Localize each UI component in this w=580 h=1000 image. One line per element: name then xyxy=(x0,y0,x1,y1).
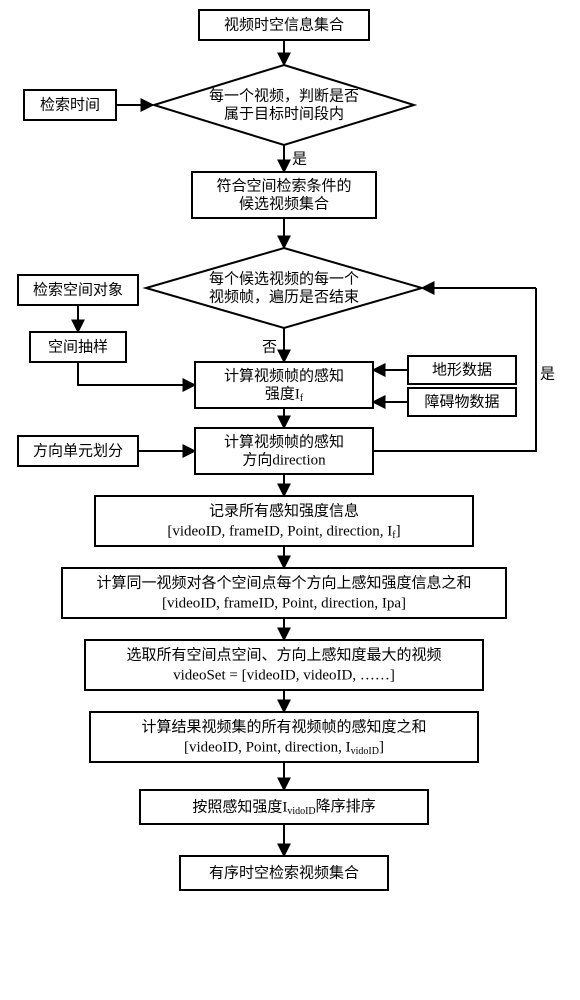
node-sample-label: 空间抽样 xyxy=(48,338,108,355)
node-dec2-l2: 视频帧，遍历是否结束 xyxy=(209,288,359,305)
edge-dec2-yes-label: 是 xyxy=(540,366,555,382)
node-sum-l1: 计算同一视频对各个空间点每个方向上感知强度信息之和 xyxy=(96,573,471,591)
node-record-l2: [videoID, frameID, Point, direction, If] xyxy=(167,523,400,541)
node-dirsplit-label: 方向单元划分 xyxy=(33,442,123,459)
node-sum-l2: [videoID, frameID, Point, direction, Ipa… xyxy=(162,595,406,611)
flowchart-canvas: 视频时空信息集合 每一个视频，判断是否 属于目标时间段内 检索时间 是 符合空间… xyxy=(0,0,580,1000)
node-obj-in-label: 检索空间对象 xyxy=(33,281,123,298)
node-select-l2: videoSet = [videoID, videoID, ……] xyxy=(173,667,395,683)
node-calcDir-l1: 计算视频帧的感知 xyxy=(224,432,344,450)
node-calcRes-l1: 计算结果视频集的所有视频帧的感知度之和 xyxy=(141,717,426,735)
node-end-label: 有序时空检索视频集合 xyxy=(209,864,359,881)
node-calcDir-l2: 方向direction xyxy=(242,451,326,468)
edge-sample-calcIf xyxy=(78,362,195,385)
node-start-label: 视频时空信息集合 xyxy=(224,16,344,33)
node-cand-l2: 候选视频集合 xyxy=(239,195,329,212)
node-dec2-l1: 每个候选视频的每一个 xyxy=(209,270,359,287)
node-dec2 xyxy=(146,248,422,328)
node-dec1 xyxy=(154,65,414,145)
edge-dec2-no-label: 否 xyxy=(262,339,277,355)
node-terrain-label: 地形数据 xyxy=(432,361,492,378)
node-select-l1: 选取所有空间点空间、方向上感知度最大的视频 xyxy=(126,646,441,663)
node-calcIf-l1: 计算视频帧的感知 xyxy=(224,366,344,384)
node-cand-l1: 符合空间检索条件的 xyxy=(216,177,351,194)
node-obstacle-label: 障碍物数据 xyxy=(424,392,499,410)
node-sort-label: 按照感知强度IvidoID降序排序 xyxy=(192,798,375,817)
node-dec1-l2: 属于目标时间段内 xyxy=(224,105,344,122)
node-time-in-label: 检索时间 xyxy=(40,96,100,113)
node-dec1-l1: 每一个视频，判断是否 xyxy=(209,87,359,104)
node-calcIf-l2: 强度If xyxy=(265,385,304,404)
edge-dec1-yes: 是 xyxy=(292,151,307,167)
node-record-l1: 记录所有感知强度信息 xyxy=(209,502,359,519)
